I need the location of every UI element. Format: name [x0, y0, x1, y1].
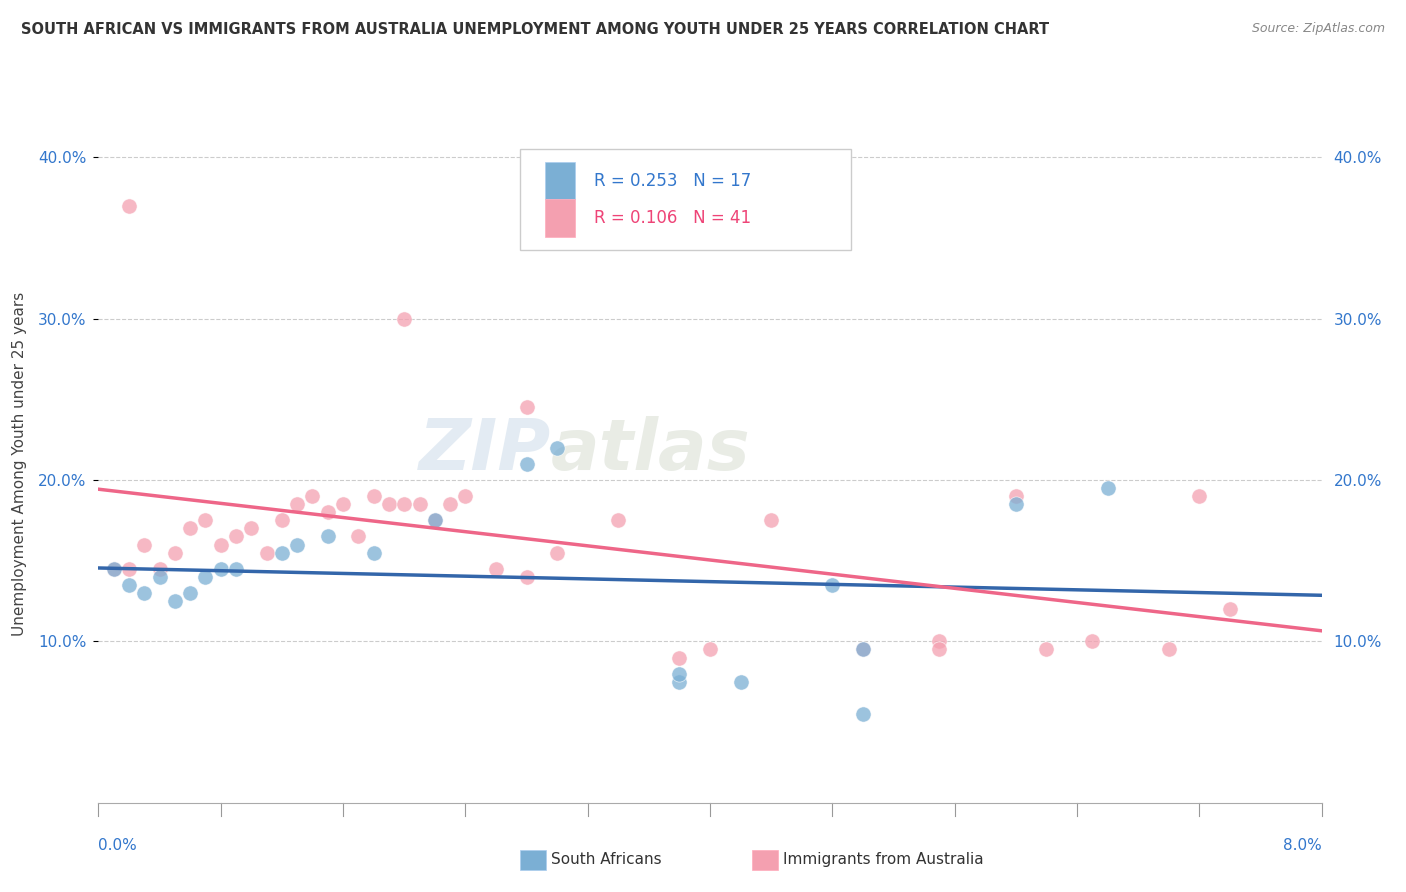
Point: [256, 546, 278, 560]
Point: [439, 497, 461, 511]
Point: [118, 198, 141, 212]
Point: [363, 489, 385, 503]
Point: [516, 570, 538, 584]
Text: 0.0%: 0.0%: [98, 838, 138, 854]
Point: [821, 578, 844, 592]
Point: [485, 562, 508, 576]
Point: [1157, 642, 1180, 657]
Point: [103, 562, 125, 576]
Point: [225, 529, 247, 543]
Point: [134, 586, 156, 600]
Point: [546, 546, 568, 560]
Point: [852, 642, 875, 657]
Point: [928, 642, 950, 657]
Point: [1004, 497, 1026, 511]
Point: [301, 489, 323, 503]
Point: [730, 674, 752, 689]
Point: [103, 562, 125, 576]
Point: [316, 505, 339, 519]
Point: [240, 521, 263, 535]
Point: [179, 521, 201, 535]
Point: [1097, 481, 1119, 495]
Point: [194, 570, 217, 584]
Point: [668, 650, 690, 665]
Text: 8.0%: 8.0%: [1282, 838, 1322, 854]
Point: [118, 578, 141, 592]
Point: [852, 706, 875, 721]
Point: [1188, 489, 1211, 503]
Point: [516, 457, 538, 471]
Point: [270, 513, 294, 527]
FancyBboxPatch shape: [520, 149, 851, 251]
Point: [332, 497, 354, 511]
Point: [194, 513, 217, 527]
Bar: [546, 162, 575, 200]
Point: [454, 489, 477, 503]
Point: [1004, 489, 1026, 503]
Point: [392, 497, 416, 511]
Point: [1035, 642, 1057, 657]
Point: [363, 546, 385, 560]
Text: ZIP: ZIP: [419, 416, 551, 484]
Point: [423, 513, 446, 527]
Point: [285, 497, 308, 511]
Point: [852, 642, 875, 657]
Text: R = 0.106   N = 41: R = 0.106 N = 41: [593, 209, 751, 227]
Point: [209, 537, 232, 551]
Text: Immigrants from Australia: Immigrants from Australia: [783, 853, 984, 867]
Point: [179, 586, 201, 600]
Point: [225, 562, 247, 576]
Point: [378, 497, 401, 511]
Y-axis label: Unemployment Among Youth under 25 years: Unemployment Among Youth under 25 years: [13, 292, 27, 636]
Text: Source: ZipAtlas.com: Source: ZipAtlas.com: [1251, 22, 1385, 36]
Point: [347, 529, 370, 543]
Point: [668, 674, 690, 689]
Point: [546, 441, 568, 455]
Text: atlas: atlas: [551, 416, 751, 484]
Point: [134, 537, 156, 551]
Point: [209, 562, 232, 576]
Point: [759, 513, 782, 527]
Point: [149, 570, 172, 584]
Point: [316, 529, 339, 543]
Point: [668, 666, 690, 681]
Point: [699, 642, 721, 657]
Text: South Africans: South Africans: [551, 853, 662, 867]
Text: SOUTH AFRICAN VS IMMIGRANTS FROM AUSTRALIA UNEMPLOYMENT AMONG YOUTH UNDER 25 YEA: SOUTH AFRICAN VS IMMIGRANTS FROM AUSTRAL…: [21, 22, 1049, 37]
Point: [1219, 602, 1241, 616]
Point: [408, 497, 430, 511]
Point: [149, 562, 172, 576]
Point: [607, 513, 630, 527]
Point: [163, 546, 186, 560]
Text: R = 0.253   N = 17: R = 0.253 N = 17: [593, 172, 751, 190]
Point: [928, 634, 950, 648]
Point: [118, 562, 141, 576]
Point: [392, 311, 416, 326]
Point: [270, 546, 294, 560]
Point: [423, 513, 446, 527]
Point: [163, 594, 186, 608]
Point: [516, 401, 538, 415]
Bar: [546, 200, 575, 236]
Point: [285, 537, 308, 551]
Point: [1081, 634, 1104, 648]
